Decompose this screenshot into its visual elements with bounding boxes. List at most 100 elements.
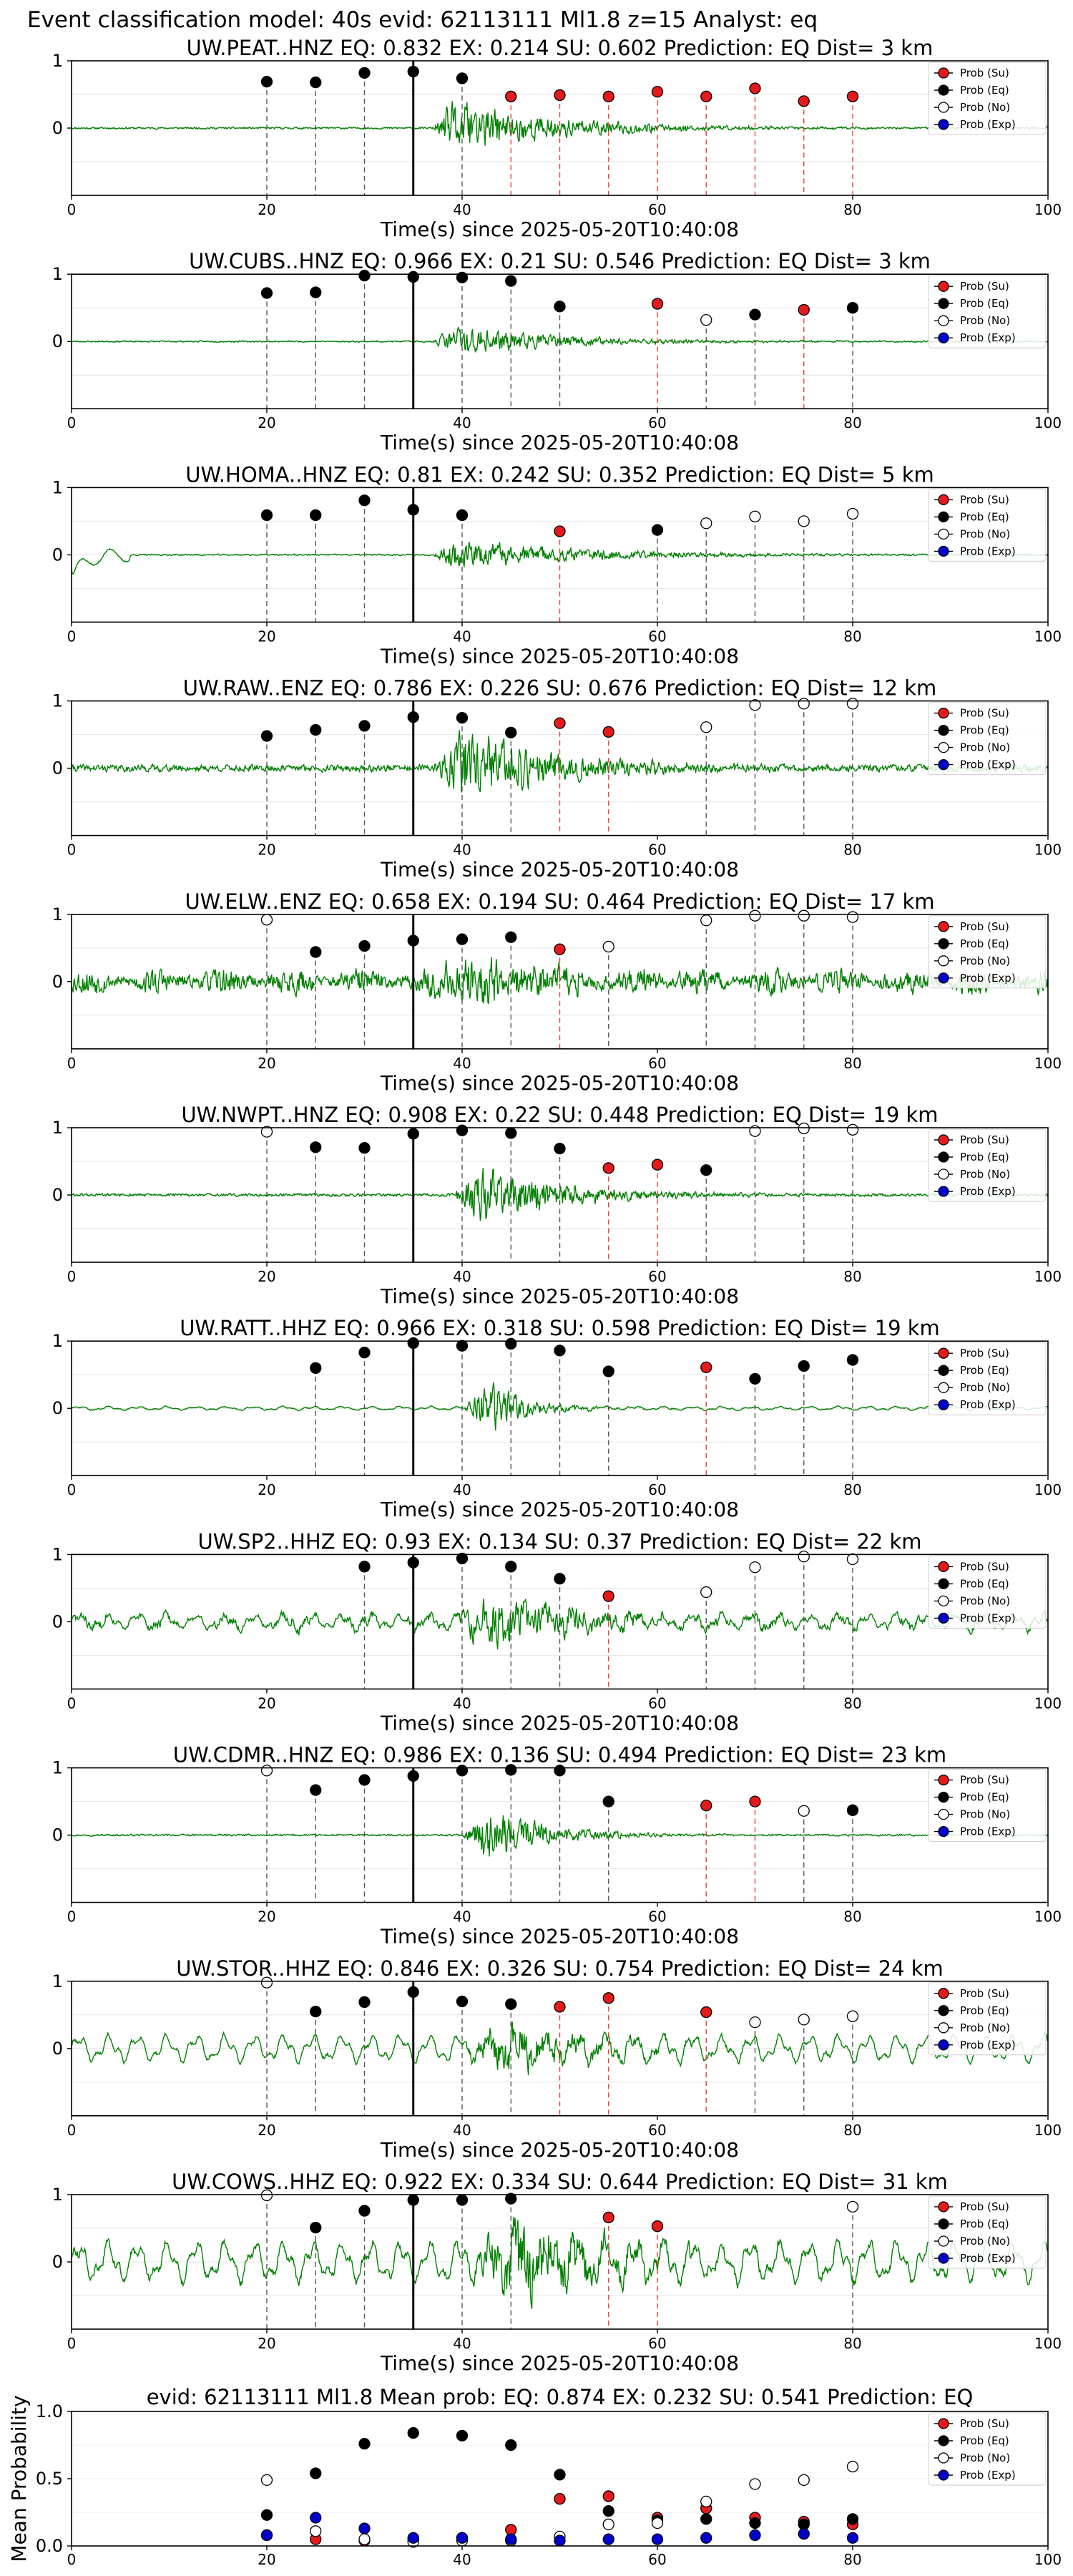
x-tick-label: 20 [258, 1694, 275, 1712]
x-tick-label: 60 [648, 1694, 666, 1712]
panel-title: UW.NWPT..HNZ EQ: 0.908 EX: 0.22 SU: 0.44… [181, 1103, 938, 1127]
legend-label-no: Prob (No) [960, 527, 1010, 540]
mean-point-eq [700, 2513, 712, 2525]
legend-label-su: Prob (Su) [960, 1560, 1009, 1573]
x-axis-label: Time(s) since 2025-05-20T10:40:08 [380, 858, 739, 882]
prob-point-eq [505, 2192, 517, 2205]
legend-label-exp: Prob (Exp) [960, 972, 1016, 985]
prob-point-no [700, 313, 712, 326]
x-tick-label: 40 [453, 2551, 471, 2568]
prob-point-eq [554, 1573, 566, 1585]
x-tick-label: 0 [67, 201, 77, 218]
legend-label-eq: Prob (Eq) [960, 724, 1009, 737]
legend-marker-exp [938, 545, 949, 557]
legend-label-exp: Prob (Exp) [960, 2252, 1016, 2265]
x-tick-label: 20 [258, 2551, 275, 2568]
mean-point-su [602, 2490, 614, 2502]
waveform-trace [72, 2217, 1048, 2309]
x-tick-label: 40 [453, 201, 471, 218]
legend-marker-eq [938, 298, 949, 309]
legend-marker-eq [938, 511, 949, 523]
legend-marker-eq [938, 2005, 949, 2016]
legend-marker-no [938, 528, 949, 540]
x-tick-label: 20 [258, 1055, 275, 1072]
y-tick-label: 1 [52, 51, 63, 71]
x-tick-label: 80 [843, 414, 861, 431]
y-tick-label: 0 [52, 1185, 63, 1205]
legend-marker-su [938, 1988, 949, 1999]
prob-point-no [602, 940, 614, 953]
prob-point-su [651, 298, 664, 310]
prob-point-eq [407, 1556, 419, 1568]
prob-point-eq [407, 270, 419, 283]
legend-marker-eq [938, 2435, 949, 2446]
legend-label-su: Prob (Su) [960, 67, 1009, 79]
prob-point-eq [456, 1552, 469, 1565]
panel-title: UW.CDMR..HNZ EQ: 0.986 EX: 0.136 SU: 0.4… [173, 1743, 946, 1767]
legend-label-eq: Prob (Eq) [960, 1577, 1009, 1590]
panel-title: UW.RAW..ENZ EQ: 0.786 EX: 0.226 SU: 0.67… [183, 676, 937, 701]
station-panel: UW.CUBS..HNZ EQ: 0.966 EX: 0.21 SU: 0.54… [52, 249, 1062, 454]
mean-point-eq [554, 2469, 566, 2481]
x-tick-label: 80 [843, 841, 861, 859]
x-tick-label: 100 [1034, 2122, 1062, 2139]
prob-point-su [554, 2001, 566, 2013]
legend-box [928, 1555, 1047, 1629]
y-tick-label: 1 [52, 2185, 63, 2205]
x-axis-label: Time(s) since 2025-05-20T10:40:08 [380, 1284, 739, 1308]
legend-box [928, 1982, 1047, 2056]
prob-point-eq [749, 1372, 761, 1385]
station-panel: UW.PEAT..HNZ EQ: 0.832 EX: 0.214 SU: 0.6… [52, 36, 1062, 241]
mean-point-no [602, 2518, 614, 2531]
legend-marker-exp [938, 332, 949, 343]
mean-point-eq [260, 2509, 273, 2521]
mean-point-exp [651, 2533, 664, 2545]
prob-point-eq [554, 1142, 566, 1155]
waveform-trace [72, 101, 1048, 146]
legend-marker-exp [938, 2039, 949, 2051]
x-axis-label: Time(s) since 2025-05-20T10:40:08 [380, 1071, 739, 1095]
prob-point-eq [749, 308, 761, 321]
legend-label-su: Prob (Su) [960, 2417, 1009, 2430]
y-tick-label: 1.0 [36, 2401, 63, 2421]
legend-label-su: Prob (Su) [960, 493, 1009, 506]
prob-point-su [602, 2211, 614, 2224]
x-tick-label: 40 [453, 2335, 471, 2352]
legend-marker-su [938, 1774, 949, 1786]
prob-point-su [700, 1800, 712, 1812]
y-tick-label: 0 [52, 1611, 63, 1631]
x-tick-label: 20 [258, 2122, 275, 2139]
prob-point-eq [846, 302, 859, 314]
legend-label-no: Prob (No) [960, 2451, 1010, 2464]
prob-point-su [554, 89, 566, 102]
prob-point-su [798, 95, 810, 107]
mean-point-eq [505, 2439, 517, 2451]
legend-label-su: Prob (Su) [960, 280, 1009, 293]
x-tick-label: 20 [258, 414, 275, 431]
prob-point-eq [407, 711, 419, 723]
prob-point-eq [554, 1345, 566, 1357]
y-tick-label: 0 [52, 972, 63, 992]
mean-point-exp [260, 2529, 273, 2542]
x-tick-label: 80 [843, 1481, 861, 1498]
prob-point-no [700, 1586, 712, 1599]
legend-label-exp: Prob (Exp) [960, 1825, 1016, 1838]
prob-point-eq [407, 1337, 419, 1350]
prob-point-eq [310, 1141, 322, 1153]
legend-label-no: Prob (No) [960, 314, 1010, 327]
x-tick-label: 60 [648, 2335, 666, 2352]
prob-point-eq [310, 1362, 322, 1374]
legend-marker-no [938, 1382, 949, 1393]
legend-marker-no [938, 1169, 949, 1180]
legend-label-exp: Prob (Exp) [960, 118, 1016, 131]
x-tick-label: 80 [843, 201, 861, 218]
prob-point-su [651, 1158, 664, 1171]
x-tick-label: 60 [648, 628, 666, 645]
x-tick-label: 40 [453, 1055, 471, 1072]
x-tick-label: 60 [648, 414, 666, 431]
prob-point-no [798, 1122, 810, 1135]
prob-point-no [798, 909, 810, 922]
x-tick-label: 0 [67, 2335, 77, 2352]
legend-box [928, 275, 1047, 348]
